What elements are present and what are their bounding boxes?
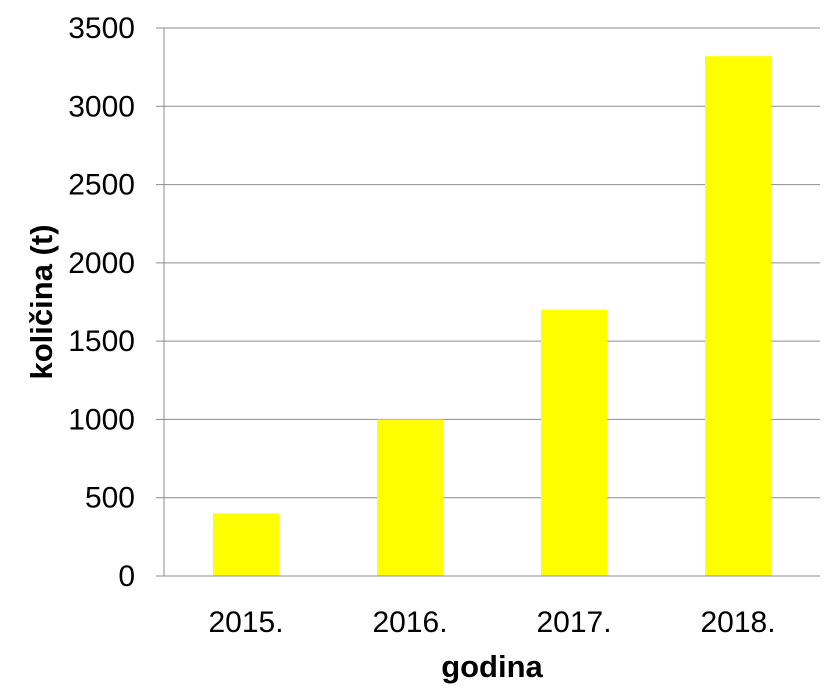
y-tick-label: 2000 [68, 247, 135, 280]
bar-2018 [705, 56, 771, 576]
gridlines [164, 27, 820, 499]
x-tick-label: 2018. [700, 606, 775, 639]
y-tick-label: 0 [118, 560, 135, 593]
bars [213, 56, 771, 576]
x-tick-label: 2016. [372, 606, 447, 639]
y-tick-label: 1500 [68, 325, 135, 358]
bar-2016 [377, 419, 443, 576]
y-axis-title: količina (t) [24, 224, 59, 379]
tick-labels: 0 500 1000 1500 2000 2500 3000 3500 2015. 2016. 20… [68, 12, 775, 639]
y-tick-label: 1000 [68, 403, 135, 436]
x-tick-label: 2017. [536, 606, 611, 639]
y-tick-label: 3500 [68, 12, 135, 45]
y-tick-label: 3000 [68, 90, 135, 123]
bar-2017 [541, 309, 607, 576]
axes [156, 27, 820, 577]
bar-2015 [213, 513, 279, 576]
y-tick-label: 2500 [68, 169, 135, 202]
x-axis-title: godina [441, 649, 543, 684]
x-tick-label: 2015. [208, 606, 283, 639]
y-tick-label: 500 [85, 482, 135, 515]
